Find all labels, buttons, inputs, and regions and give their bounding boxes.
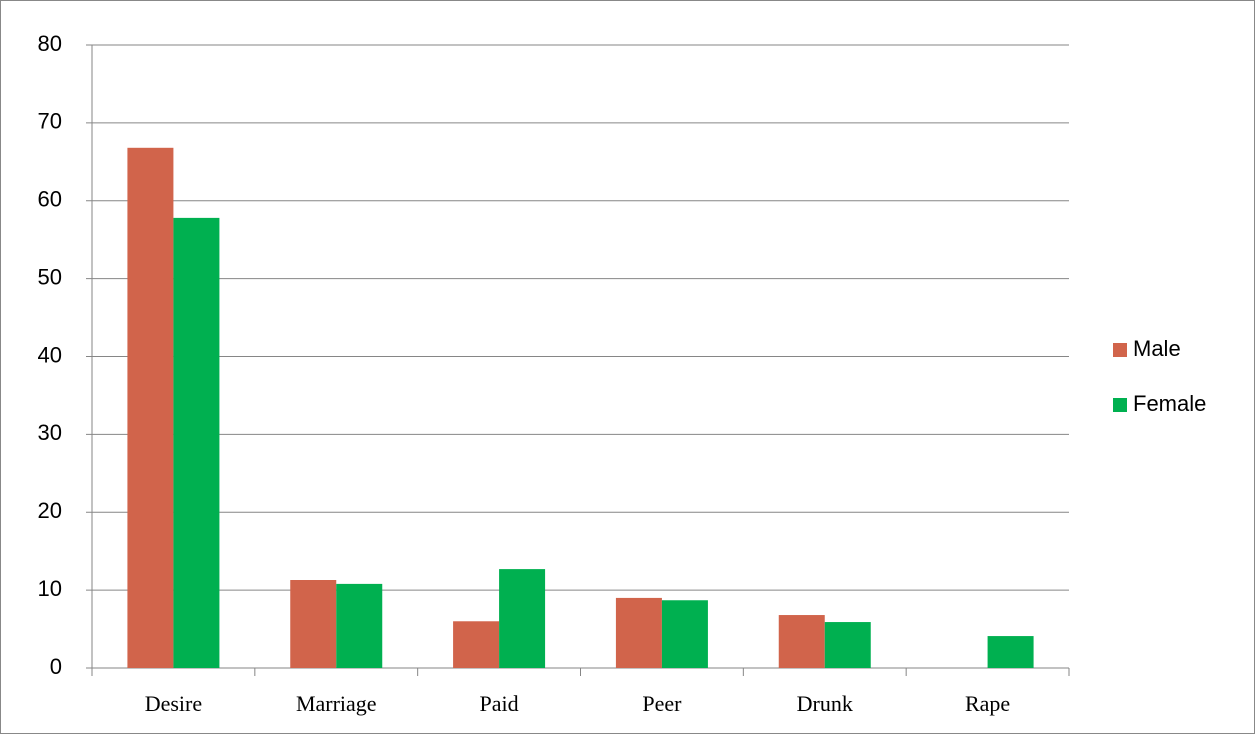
y-tick-label: 80: [38, 31, 62, 56]
bar: [173, 217, 220, 668]
bar: [499, 569, 546, 668]
y-tick-label: 10: [38, 576, 62, 601]
bar: [661, 600, 708, 668]
x-tick-label: Rape: [965, 691, 1010, 716]
x-tick-label: Drunk: [797, 691, 853, 716]
y-tick-label: 60: [38, 187, 62, 212]
legend-label: Female: [1133, 391, 1206, 416]
x-tick-label: Marriage: [296, 691, 377, 716]
legend-label: Male: [1133, 336, 1181, 361]
x-tick-label: Peer: [642, 691, 682, 716]
bar: [615, 597, 662, 668]
y-tick-label: 20: [38, 498, 62, 523]
bar: [987, 636, 1034, 668]
legend-swatch: [1113, 343, 1127, 357]
y-tick-label: 30: [38, 420, 62, 445]
bar: [824, 622, 871, 668]
bar: [127, 147, 174, 669]
x-tick-label: Desire: [145, 691, 202, 716]
y-tick-label: 0: [50, 654, 62, 679]
x-tick-label: Paid: [480, 691, 519, 716]
y-tick-label: 50: [38, 264, 62, 289]
legend-swatch: [1113, 398, 1127, 412]
bar: [778, 615, 825, 668]
bar: [336, 583, 383, 668]
bar: [453, 621, 500, 668]
y-tick-label: 70: [38, 109, 62, 134]
y-tick-label: 40: [38, 342, 62, 367]
bar: [290, 580, 337, 668]
